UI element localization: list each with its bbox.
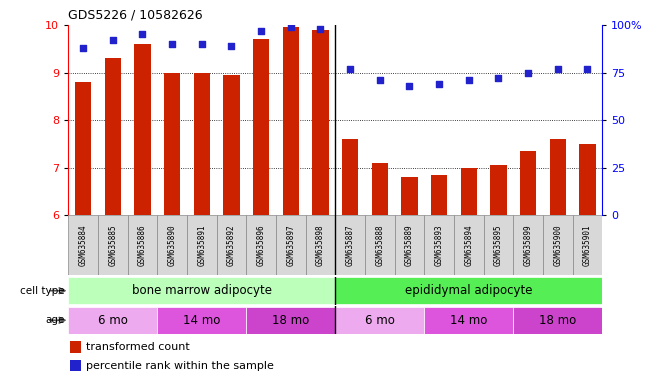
Text: bone marrow adipocyte: bone marrow adipocyte — [132, 284, 272, 297]
Point — [78, 45, 89, 51]
Point — [345, 66, 355, 72]
Bar — [75, 82, 91, 215]
Text: GSM635886: GSM635886 — [138, 224, 147, 266]
Text: 18 mo: 18 mo — [539, 314, 576, 327]
Bar — [164, 73, 180, 215]
Point — [107, 37, 118, 43]
Text: 14 mo: 14 mo — [450, 314, 488, 327]
Bar — [70, 341, 81, 353]
Text: GSM635888: GSM635888 — [375, 224, 384, 266]
Point — [286, 24, 296, 30]
Bar — [134, 44, 150, 215]
Text: GSM635895: GSM635895 — [494, 224, 503, 266]
Text: GSM635894: GSM635894 — [464, 224, 473, 266]
Bar — [305, 215, 335, 275]
Text: age: age — [46, 315, 65, 325]
Text: GSM635890: GSM635890 — [168, 224, 176, 266]
Bar — [68, 307, 158, 334]
Bar — [187, 215, 217, 275]
Text: GSM635896: GSM635896 — [256, 224, 266, 266]
Point — [167, 41, 177, 47]
Bar — [424, 307, 513, 334]
Text: GDS5226 / 10582626: GDS5226 / 10582626 — [68, 8, 203, 21]
Bar — [128, 215, 158, 275]
Bar — [572, 215, 602, 275]
Text: cell type: cell type — [20, 286, 65, 296]
Text: GSM635899: GSM635899 — [523, 224, 533, 266]
Bar — [70, 360, 81, 371]
Point — [582, 66, 592, 72]
Bar — [158, 307, 246, 334]
Bar — [193, 73, 210, 215]
Point — [315, 26, 326, 32]
Text: transformed count: transformed count — [86, 342, 189, 352]
Bar — [246, 307, 335, 334]
Point — [137, 31, 148, 38]
Bar — [246, 215, 276, 275]
Bar — [520, 151, 536, 215]
Text: GSM635892: GSM635892 — [227, 224, 236, 266]
Bar — [276, 215, 305, 275]
Point — [523, 70, 533, 76]
Point — [493, 75, 504, 81]
Bar — [223, 75, 240, 215]
Bar — [424, 215, 454, 275]
Text: GSM635898: GSM635898 — [316, 224, 325, 266]
Point — [197, 41, 207, 47]
Bar — [68, 215, 98, 275]
Text: GSM635887: GSM635887 — [346, 224, 355, 266]
Point — [464, 77, 474, 83]
Text: 14 mo: 14 mo — [183, 314, 221, 327]
Bar — [401, 177, 417, 215]
Text: epididymal adipocyte: epididymal adipocyte — [405, 284, 533, 297]
Text: 6 mo: 6 mo — [365, 314, 395, 327]
Bar — [549, 139, 566, 215]
Bar — [68, 277, 335, 304]
Bar — [253, 39, 270, 215]
Point — [404, 83, 415, 89]
Text: GSM635889: GSM635889 — [405, 224, 414, 266]
Bar — [217, 215, 246, 275]
Text: GSM635884: GSM635884 — [79, 224, 88, 266]
Bar — [543, 215, 572, 275]
Bar — [372, 163, 388, 215]
Bar — [460, 168, 477, 215]
Point — [374, 77, 385, 83]
Point — [434, 81, 444, 87]
Point — [256, 28, 266, 34]
Bar — [395, 215, 424, 275]
Bar — [431, 175, 447, 215]
Text: GSM635893: GSM635893 — [435, 224, 443, 266]
Bar — [342, 139, 358, 215]
Text: 6 mo: 6 mo — [98, 314, 128, 327]
Bar — [158, 215, 187, 275]
Bar — [484, 215, 513, 275]
Text: GSM635897: GSM635897 — [286, 224, 296, 266]
Bar — [283, 27, 299, 215]
Bar — [365, 215, 395, 275]
Bar — [312, 30, 329, 215]
Bar — [105, 58, 121, 215]
Text: GSM635885: GSM635885 — [108, 224, 117, 266]
Bar — [335, 307, 424, 334]
Bar — [335, 277, 602, 304]
Bar — [513, 215, 543, 275]
Point — [553, 66, 563, 72]
Bar — [490, 166, 506, 215]
Text: GSM635900: GSM635900 — [553, 224, 562, 266]
Bar — [454, 215, 484, 275]
Text: percentile rank within the sample: percentile rank within the sample — [86, 361, 274, 371]
Text: GSM635901: GSM635901 — [583, 224, 592, 266]
Text: GSM635891: GSM635891 — [197, 224, 206, 266]
Bar — [335, 215, 365, 275]
Text: 18 mo: 18 mo — [272, 314, 309, 327]
Bar — [513, 307, 602, 334]
Bar — [98, 215, 128, 275]
Bar — [579, 144, 596, 215]
Point — [227, 43, 237, 49]
